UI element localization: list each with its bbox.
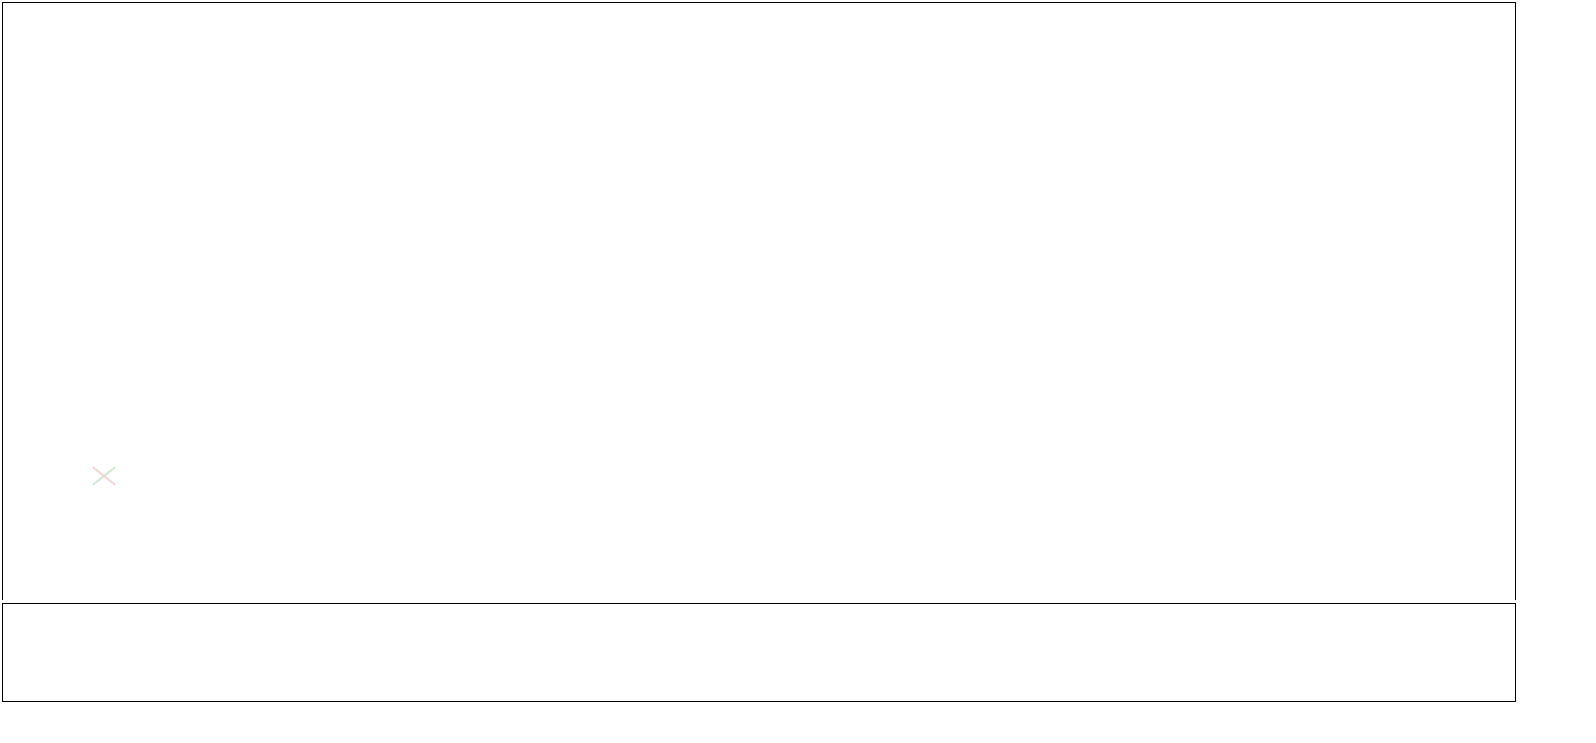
rsi-plot-area[interactable] — [3, 604, 1515, 701]
rsi-axis — [1517, 603, 1596, 703]
price-plot-area[interactable] — [2, 2, 1516, 600]
rsi-chart-svg — [3, 604, 1515, 701]
price-pane[interactable] — [0, 0, 1596, 602]
price-axis[interactable] — [1517, 0, 1596, 602]
time-axis[interactable] — [0, 703, 1596, 743]
rsi-pane[interactable] — [0, 603, 1596, 703]
price-chart-svg — [2, 2, 1516, 600]
